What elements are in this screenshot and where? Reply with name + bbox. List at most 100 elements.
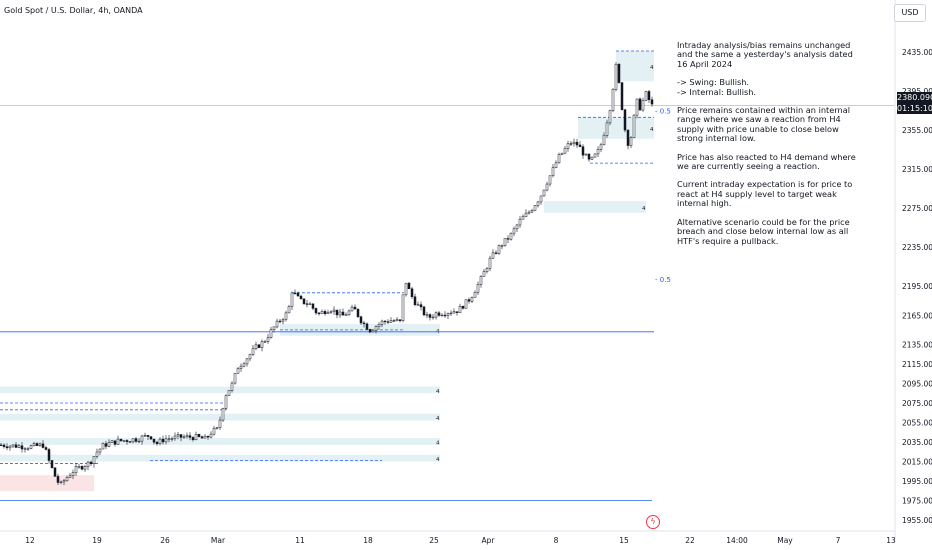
candle-body (596, 149, 600, 155)
candle-body (140, 435, 144, 442)
candle-body (350, 306, 354, 312)
candle-body (38, 443, 42, 446)
zone-box (0, 454, 440, 462)
candle-body (524, 212, 528, 217)
candle-body (11, 444, 15, 447)
time-tick-label: 22 (685, 536, 695, 545)
price-tick-label: 2165.000 (902, 311, 932, 320)
time-tick-label: 15 (619, 536, 629, 545)
note-paragraph: Intraday analysis/bias remains unchanged… (677, 40, 853, 69)
price-tick-label: 2315.000 (902, 165, 932, 174)
zone-label: 4 (436, 441, 440, 447)
candle-body (107, 442, 111, 447)
note-internal: -> Internal: Bullish. (677, 86, 757, 97)
candle-body (83, 466, 87, 470)
price-tick-label: 2115.000 (902, 360, 932, 369)
zones: 44444444 (0, 51, 654, 492)
candle-body (191, 437, 195, 440)
candle-body (560, 152, 564, 155)
candle-body (266, 337, 270, 342)
candle-body (206, 435, 210, 438)
candle-body (236, 368, 240, 374)
candle-body (278, 320, 282, 323)
candle-body (155, 441, 159, 444)
candle-body (497, 245, 501, 254)
candle-body (242, 363, 246, 367)
candle-body (98, 448, 102, 453)
candle-body (233, 373, 237, 384)
candle-body (179, 434, 183, 438)
candle-body (362, 322, 366, 325)
candle-body (446, 313, 450, 316)
candle-body (50, 460, 54, 468)
candle-body (20, 445, 24, 450)
candle-body (305, 303, 309, 305)
candle-body (215, 427, 219, 429)
candle-body (329, 311, 333, 313)
zone-box (0, 438, 440, 445)
candle-body (275, 320, 279, 328)
candle-body (95, 451, 99, 457)
currency-selector[interactable]: USD (894, 4, 926, 22)
candle-body (71, 472, 75, 476)
candle-body (185, 435, 189, 438)
candle-body (398, 319, 402, 321)
candle-body (44, 447, 48, 450)
candle-body (293, 292, 297, 295)
candle-body (128, 441, 132, 443)
candle-body (341, 311, 345, 316)
candle-body (533, 205, 537, 211)
candle-body (239, 365, 243, 369)
candle-body (494, 252, 498, 254)
candle-body (101, 443, 105, 450)
candle-body (401, 294, 405, 321)
candle-body (482, 271, 486, 277)
time-tick-label: 18 (363, 536, 373, 545)
price-axis[interactable]: 1955.000 1975.000 1995.000 2015.000 2035.000… (894, 0, 932, 540)
candle-body (617, 64, 621, 83)
candle-body (131, 438, 135, 443)
candle-body (383, 320, 387, 323)
candle-body (14, 444, 18, 448)
candle-body (620, 82, 624, 111)
zone-label: 4 (436, 389, 440, 395)
candle-body (518, 218, 522, 226)
candle-body (8, 445, 12, 449)
price-tick-label: 2035.000 (902, 438, 932, 447)
candle-body (53, 467, 57, 477)
price-tick-label: 2135.000 (902, 341, 932, 350)
candle-body (59, 481, 63, 483)
candle-body (359, 316, 363, 324)
candle-body (152, 438, 156, 443)
candle-body (56, 476, 60, 483)
price-tick-label: 2395.000 (902, 87, 932, 96)
candle-body (395, 319, 399, 321)
candle-body (464, 299, 468, 309)
candle-body (260, 341, 264, 348)
candle-body (170, 438, 174, 440)
candle-body (419, 304, 423, 308)
candle-body (593, 153, 597, 158)
candle-body (332, 309, 336, 312)
candle-body (323, 311, 327, 315)
candle-body (68, 475, 72, 478)
time-axis[interactable]: 12 19 26 Mar 11 18 25 Apr 8 15 22 14:00 May 7 13 (0, 530, 896, 545)
candle-body (545, 183, 549, 191)
time-tick-label: 12 (25, 536, 35, 545)
time-tick-label: 14:00 (726, 536, 748, 545)
candle-body (272, 326, 276, 330)
candle-body (536, 201, 540, 206)
candle-body (143, 435, 147, 437)
price-tick-label: 2275.000 (902, 204, 932, 213)
candle-body (2, 444, 6, 447)
candle-body (134, 438, 138, 442)
candle-body (281, 319, 285, 322)
candles (0, 62, 654, 486)
candle-body (377, 324, 381, 327)
candle-body (392, 320, 396, 322)
lightning-icon[interactable]: ϟ (646, 515, 660, 529)
candle-body (221, 408, 225, 421)
candle-body (122, 440, 126, 442)
time-tick-label: Apr (482, 536, 496, 545)
